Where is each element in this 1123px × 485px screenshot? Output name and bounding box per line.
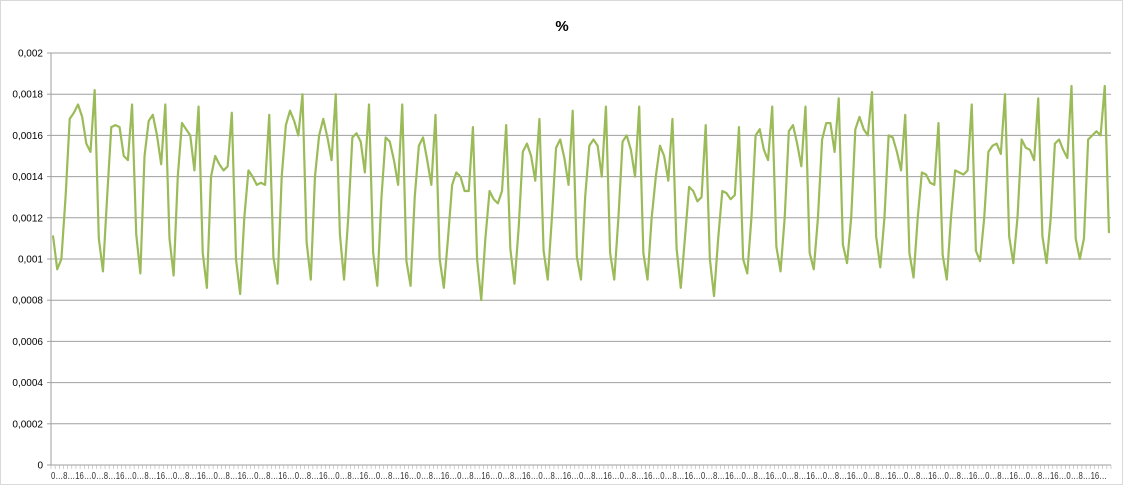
y-tick-label: 0,001 xyxy=(18,255,43,266)
chart-title: % xyxy=(555,18,568,35)
y-tick-label: 0,0008 xyxy=(12,296,43,307)
y-tick-label: 0,0004 xyxy=(12,378,43,389)
y-tick-label: 0,002 xyxy=(18,49,43,60)
gridlines xyxy=(51,52,1111,425)
y-tick-label: 0,0016 xyxy=(12,131,43,142)
x-axis-category-labels: 0…8…16…0…8…16…0…8…16…0…8…16…0…8…16…0…8…1… xyxy=(51,471,1107,482)
y-tick-label: 0,0014 xyxy=(12,172,43,183)
y-tick-label: 0 xyxy=(37,461,43,472)
y-tick-label: 0,0006 xyxy=(12,337,43,348)
y-axis-tick-labels: 0 0,0002 0,0004 0,0006 0,0008 0,001 0,0012 0,00… xyxy=(12,49,51,472)
series-line xyxy=(51,84,1111,302)
y-tick-label: 0,0012 xyxy=(12,213,43,224)
x-axis-tick-marks xyxy=(50,465,1112,469)
y-tick-label: 0,0018 xyxy=(12,90,43,101)
y-tick-label: 0,0002 xyxy=(12,419,43,430)
